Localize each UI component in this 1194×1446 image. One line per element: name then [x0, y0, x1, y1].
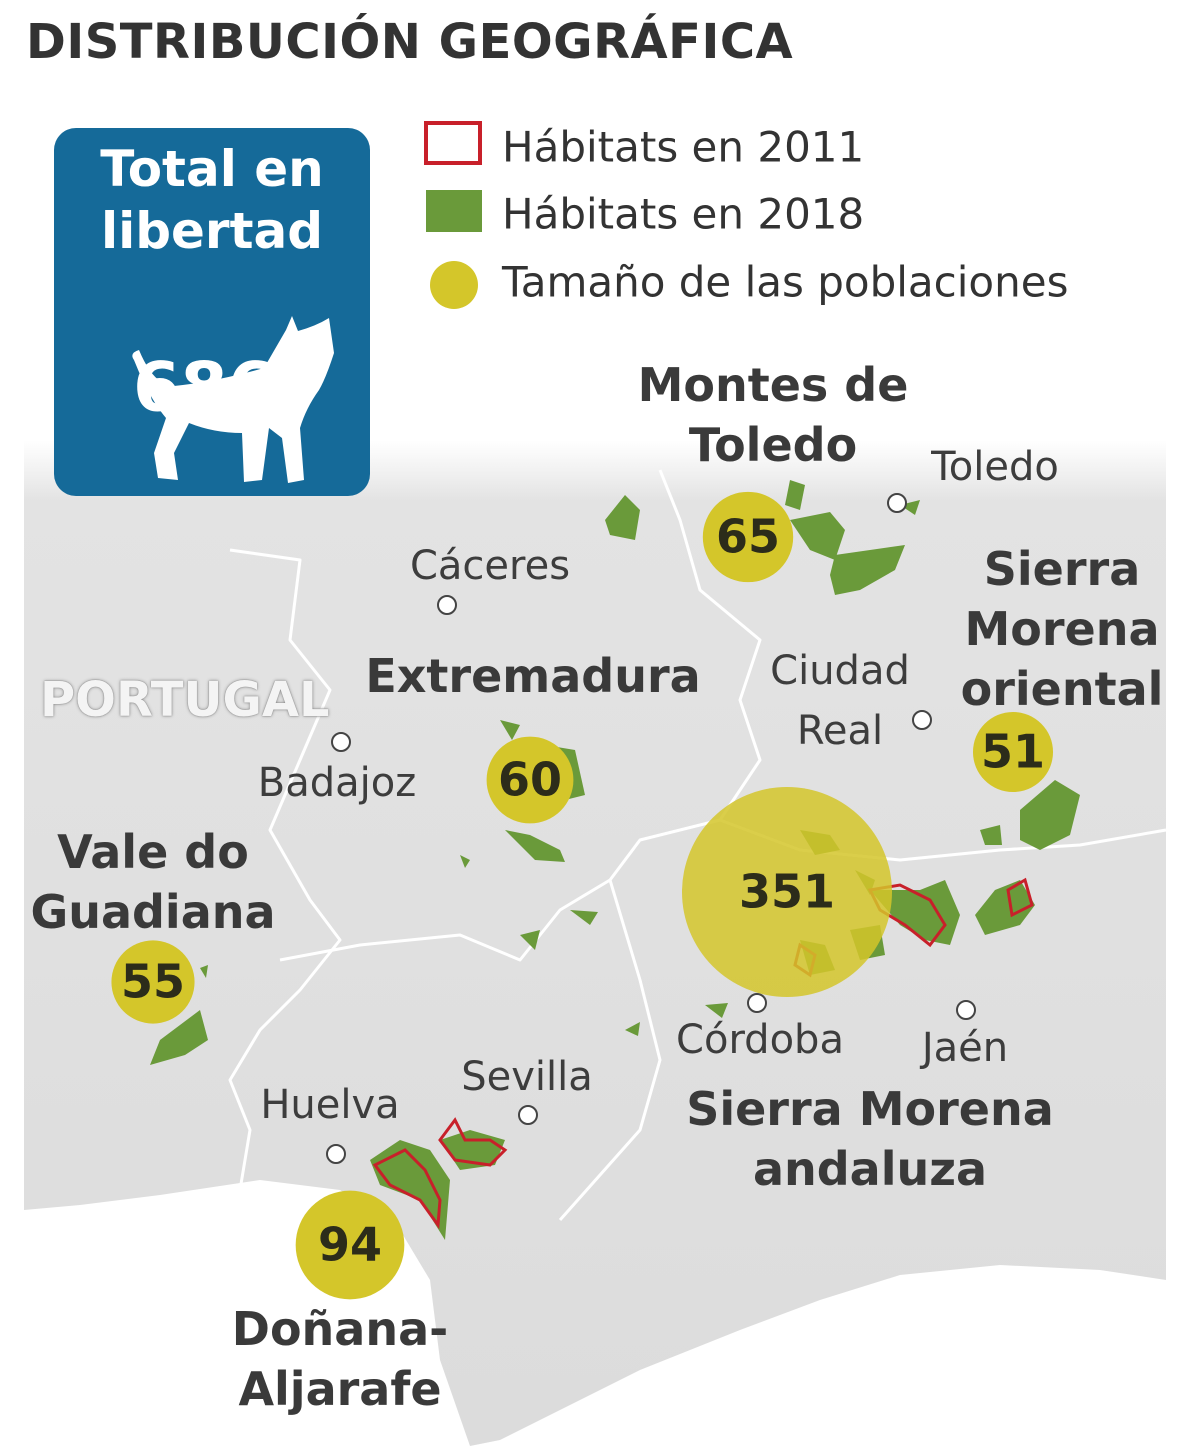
legend-label: Hábitats en 2018	[502, 189, 865, 239]
city-dot	[956, 1000, 976, 1020]
total-value: 686	[133, 348, 275, 428]
legend-swatch-2018	[426, 190, 482, 232]
city-label: Sevilla	[461, 1054, 593, 1100]
legend-swatch-2011	[424, 121, 482, 165]
city-label: Córdoba	[676, 1017, 844, 1063]
city-dot	[887, 493, 907, 513]
city-label: Badajoz	[257, 760, 417, 806]
legend-swatch-population	[430, 261, 478, 309]
population-circle	[682, 787, 892, 997]
population-size: 94	[317, 1217, 383, 1272]
city-dot	[331, 732, 351, 752]
city-dot	[326, 1144, 346, 1164]
population-size: 51	[980, 724, 1046, 779]
legend-swatches	[424, 121, 482, 309]
lynx-icon	[132, 316, 334, 483]
population-name: Extremadura	[365, 649, 701, 703]
legend-label: Tamaño de las poblaciones	[502, 257, 1069, 307]
population-name: Sierra Morena oriental	[960, 542, 1164, 716]
population-name: Vale do Guadiana	[30, 825, 276, 939]
population-size: 65	[715, 509, 781, 564]
population-size: 60	[497, 752, 563, 807]
population-name: Montes de Toledo	[637, 358, 909, 472]
country-label: PORTUGAL	[40, 672, 330, 728]
population-name: Doñana-Aljarafe	[231, 1302, 449, 1416]
population-name: Sierra Morena andaluza	[686, 1082, 1054, 1196]
land	[24, 440, 1166, 1446]
population-size: 351	[738, 864, 836, 919]
population-circle	[486, 736, 574, 824]
city-label: Toledo	[931, 444, 1059, 490]
city-label: Huelva	[260, 1082, 400, 1128]
city-label: Cáceres	[409, 543, 571, 589]
population-circle	[702, 491, 794, 583]
city-dot	[912, 710, 932, 730]
population-circle	[295, 1190, 405, 1300]
legend-label: Hábitats en 2011	[502, 122, 865, 172]
city-dot	[518, 1105, 538, 1125]
city-dot	[437, 595, 457, 615]
population-size: 55	[120, 954, 186, 1009]
population-circle	[972, 711, 1054, 793]
total-box: Total en libertad 686	[54, 128, 370, 496]
title: DISTRIBUCIÓN GEOGRÁFICA	[26, 14, 794, 70]
total-label: Total en libertad	[100, 140, 324, 260]
city-label: Ciudad Real	[770, 648, 910, 754]
population-circle	[111, 940, 195, 1024]
city-label: Jaén	[921, 1025, 1009, 1071]
city-dot	[747, 993, 767, 1013]
